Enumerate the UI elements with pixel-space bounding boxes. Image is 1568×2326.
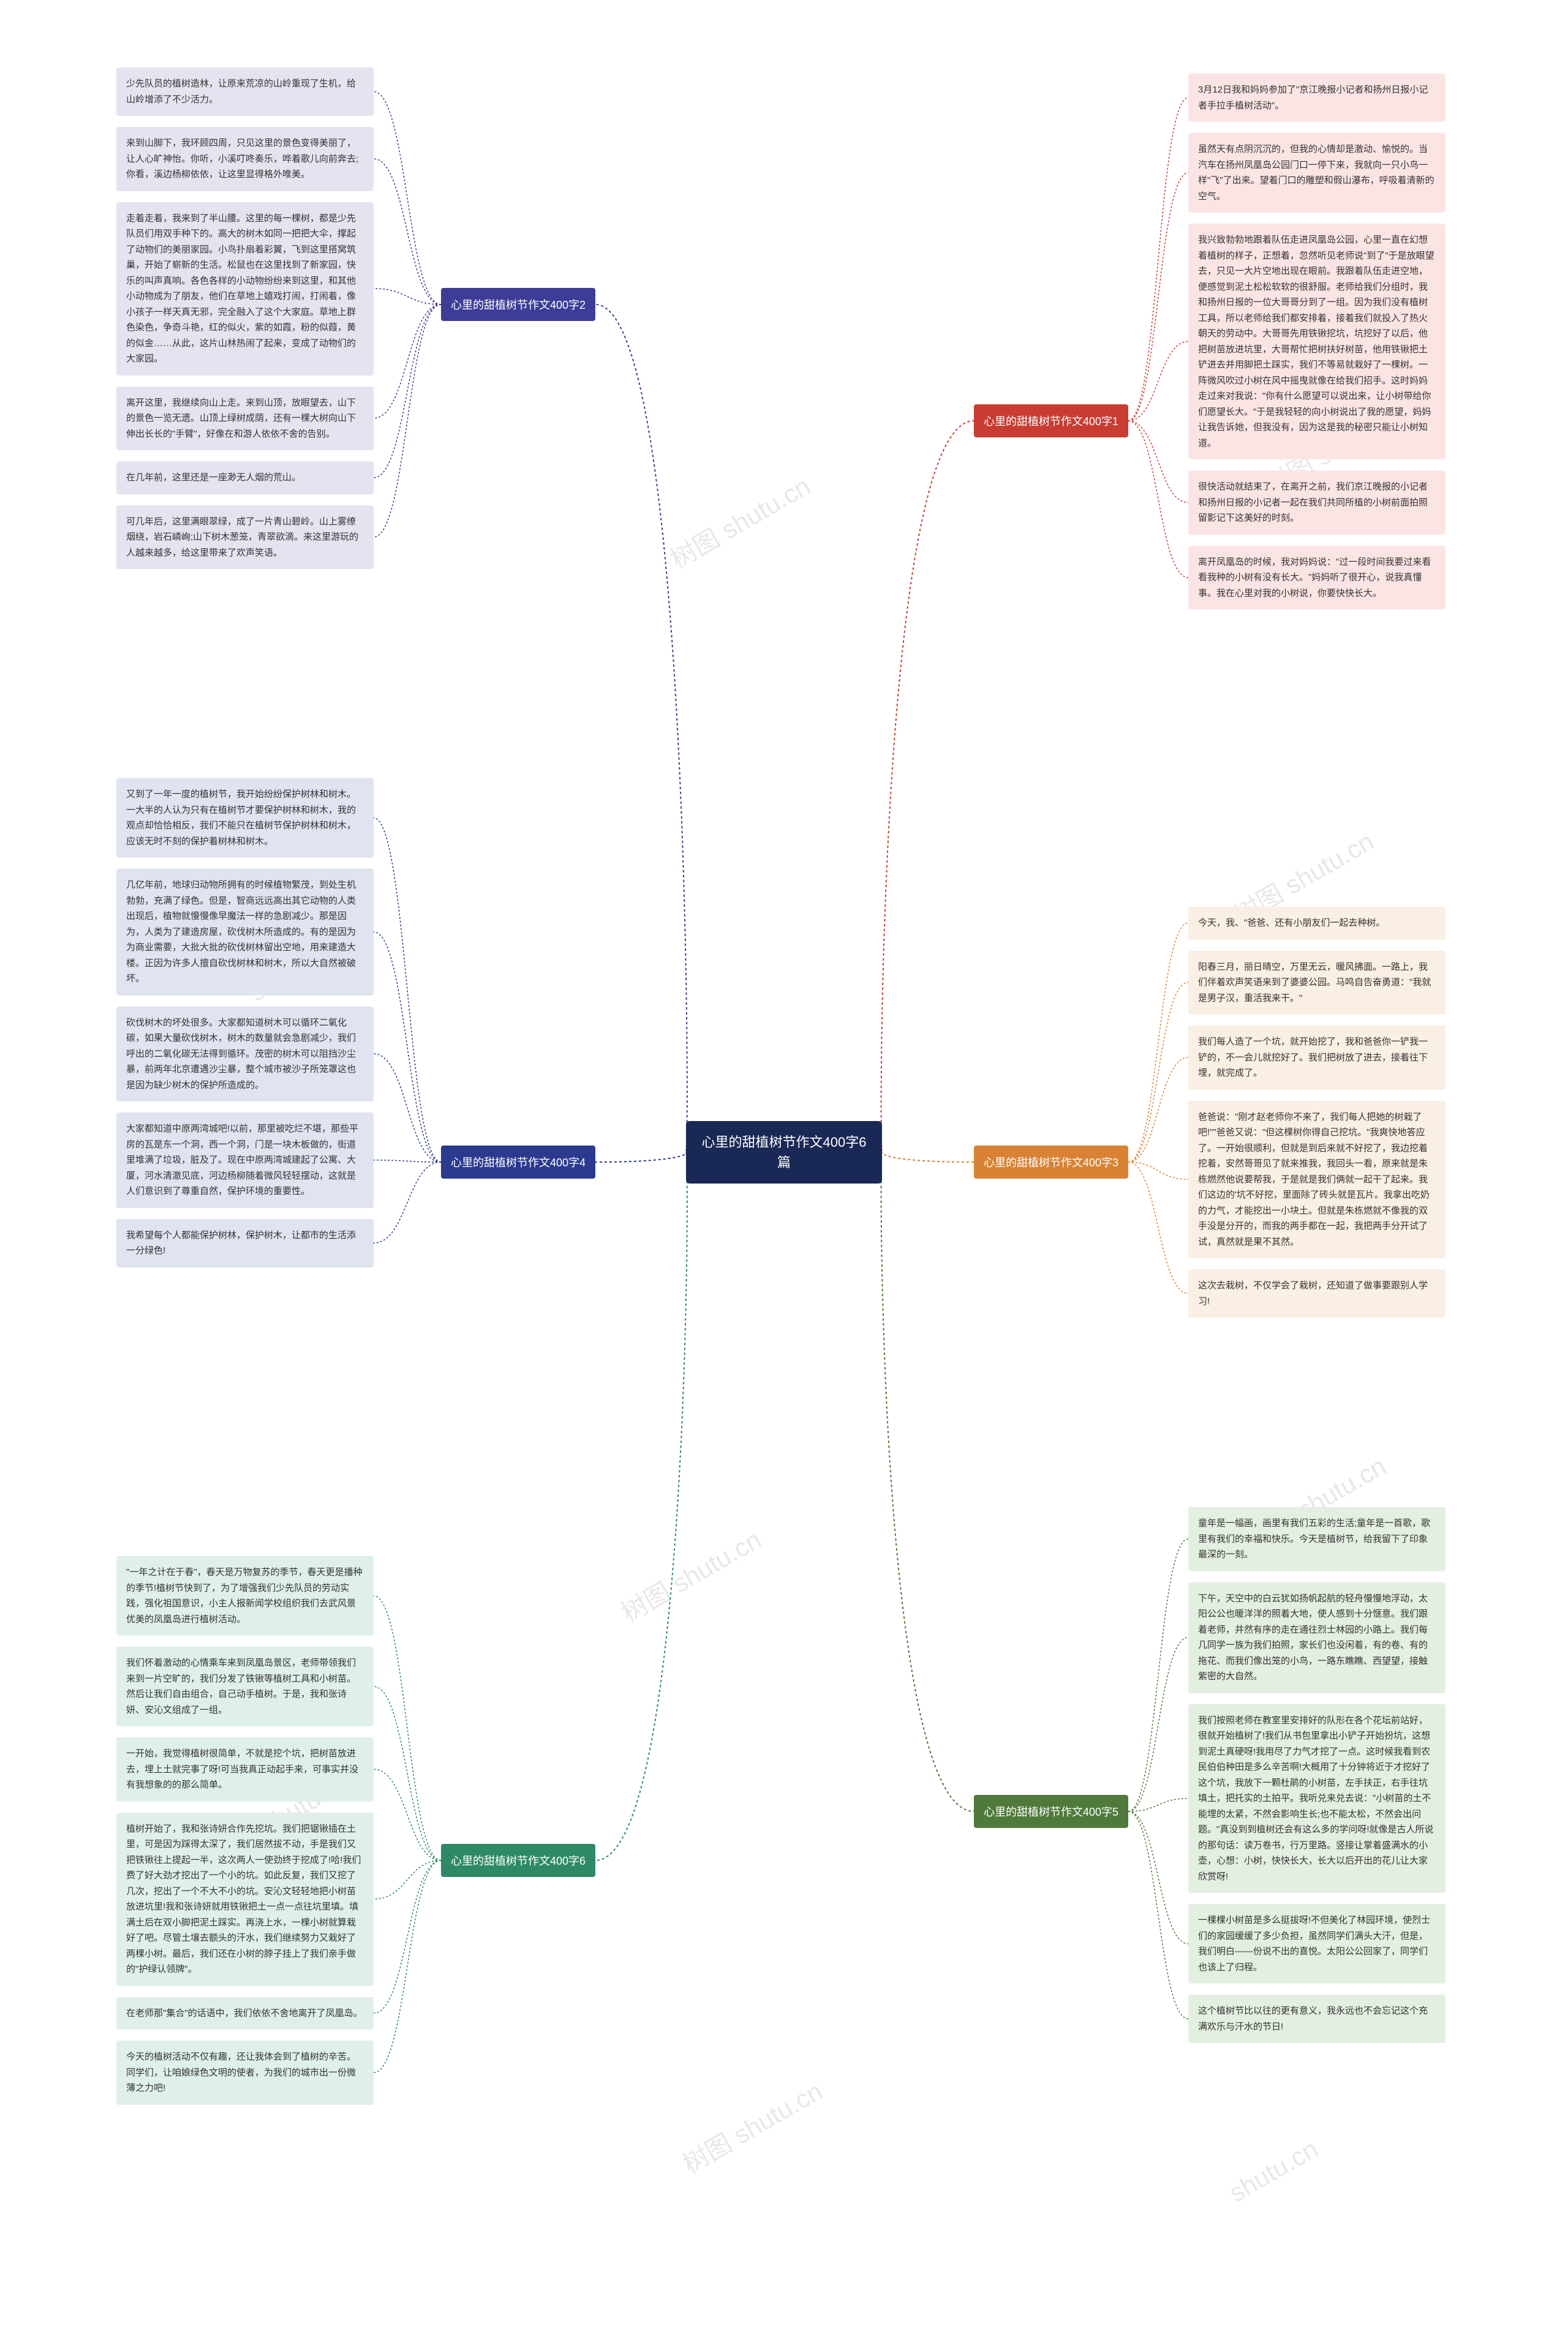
leaf-node: 童年是一幅画，画里有我们五彩的生活;童年是一首歌，歌里有我们的幸福和快乐。今天是…	[1188, 1507, 1446, 1571]
branch-label-b5: 心里的甜植树节作文400字5	[974, 1795, 1128, 1828]
leaf-node: 在几年前，这里还是一座渺无人烟的荒山。	[116, 461, 374, 494]
leaf-node: 我兴致勃勃地跟着队伍走进凤凰岛公园，心里一直在幻想着植树的样子，正想着，忽然听见…	[1188, 224, 1446, 459]
leaf-node: 这次去栽树，不仅学会了栽树，还知道了做事要跟别人学习!	[1188, 1269, 1446, 1318]
leaf-node: 离开凤凰岛的时候，我对妈妈说："过一段时间我要过来看看我种的小树有没有长大。"妈…	[1188, 546, 1446, 610]
leaf-node: 我希望每个人都能保护树林，保护树木，让都市的生活添一分绿色!	[116, 1219, 374, 1267]
leaf-node: 少先队员的植树造林，让原来荒凉的山岭重现了生机，给山岭增添了不少活力。	[116, 67, 374, 116]
leaf-column-b5: 童年是一幅画，画里有我们五彩的生活;童年是一首歌，歌里有我们的幸福和快乐。今天是…	[1188, 1507, 1446, 2043]
leaf-node: 我们每人造了一个坑，就开始挖了，我和爸爸你一铲我一铲的，不一会儿就挖好了。我们把…	[1188, 1025, 1446, 1090]
leaf-node: 我们按照老师在教室里安排好的队形在各个花坛前站好，很就开始植树了!我们从书包里拿…	[1188, 1704, 1446, 1894]
leaf-node: 大家都知道中原两湾城吧!以前，那里被吃烂不堪，那些平房的瓦是东一个洞，西一个洞，…	[116, 1112, 374, 1208]
leaf-node: 砍伐树木的坏处很多。大家都知道树木可以循环二氧化碳，如果大量砍伐树木，树木的数量…	[116, 1006, 374, 1102]
leaf-node: 走着走着，我来到了半山腰。这里的每一棵树，都是少先队员们用双手种下的。高大的树木…	[116, 202, 374, 376]
center-title: 心里的甜植树节作文400字6篇	[702, 1135, 867, 1170]
leaf-column-b2: 少先队员的植树造林，让原来荒凉的山岭重现了生机，给山岭增添了不少活力。来到山脚下…	[116, 67, 374, 569]
leaf-node: 很快活动就结束了，在离开之前，我们京江晚报的小记者和扬州日报的小记者一起在我们共…	[1188, 470, 1446, 535]
leaf-node: 又到了一年一度的植树节，我开始纷纷保护树林和树木。一大半的人认为只有在植树节才要…	[116, 778, 374, 858]
leaf-node: 爸爸说："刚才赵老师你不来了，我们每人把她的树栽了吧!""爸爸又说："但这棵树你…	[1188, 1101, 1446, 1259]
branch-label-b4: 心里的甜植树节作文400字4	[441, 1146, 595, 1179]
leaf-node: 今天，我、"爸爸、还有小朋友们一起去种树。	[1188, 907, 1446, 940]
leaf-node: 离开这里，我继续向山上走。来到山顶，放眼望去，山下的景色一览无遗。山顶上绿树成荫…	[116, 387, 374, 451]
leaf-node: 下午，天空中的白云犹如扬帆起航的轻舟慢慢地浮动，太阳公公也暖洋洋的照着大地，使人…	[1188, 1582, 1446, 1693]
leaf-node: 几亿年前，地球归动物所拥有的时候植物繁茂，到处生机勃勃，充满了绿色。但是，智商远…	[116, 869, 374, 995]
leaf-node: 在老师那"集合"的话语中，我们依依不舍地离开了凤凰岛。	[116, 1997, 374, 2030]
branch-label-b1: 心里的甜植树节作文400字1	[974, 404, 1128, 437]
watermark: 树图 shutu.cn	[675, 2071, 829, 2181]
leaf-node: 来到山脚下，我环顾四周，只见这里的景色变得美丽了，让人心旷神怡。你听，小溪叮咚奏…	[116, 127, 374, 191]
leaf-node: "一年之计在于春"，春天是万物复苏的季节，春天更是播种的季节!植树节快到了，为了…	[116, 1556, 374, 1636]
leaf-column-b4: 又到了一年一度的植树节，我开始纷纷保护树林和树木。一大半的人认为只有在植树节才要…	[116, 778, 374, 1267]
leaf-node: 阳春三月，丽日晴空，万里无云，暖风拂面。一路上，我们伴着欢声笑语来到了婆婆公园。…	[1188, 951, 1446, 1015]
watermark: 树图 shutu.cn	[663, 466, 816, 576]
branch-label-b3: 心里的甜植树节作文400字3	[974, 1146, 1128, 1179]
leaf-node: 今天的植树活动不仅有趣，还让我体会到了植树的辛苦。同学们，让咱娘绿色文明的使者，…	[116, 2041, 374, 2105]
leaf-node: 一开始，我觉得植树很简单，不就是挖个坑，把树苗放进去，埋上土就完事了呀!可当我真…	[116, 1737, 374, 1802]
leaf-node: 虽然天有点阴沉沉的，但我的心情却是激动、愉悦的。当汽车在扬州凤凰岛公园门口一停下…	[1188, 133, 1446, 213]
watermark: shutu.cn	[1224, 2134, 1324, 2208]
leaf-column-b1: 3月12日我和妈妈参加了"京江晚报小记者和扬州日报小记者手拉手植树活动"。虽然天…	[1188, 74, 1446, 610]
watermark: 树图 shutu.cn	[614, 1519, 767, 1629]
leaf-node: 这个植树节比以往的更有意义，我永远也不会忘记这个充满欢乐与汗水的节日!	[1188, 1995, 1446, 2043]
center-node: 心里的甜植树节作文400字6篇	[686, 1121, 882, 1184]
leaf-node: 我们怀着激动的心情乘车来到凤凰岛景区，老师带领我们来到一片空旷的，我们分发了铁锹…	[116, 1647, 374, 1726]
leaf-node: 一棵棵小树苗是多么挺拔呀!不但美化了林园环境，使烈士们的家园缓缓了多少负担，虽然…	[1188, 1904, 1446, 1984]
leaf-column-b6: "一年之计在于春"，春天是万物复苏的季节，春天更是播种的季节!植树节快到了，为了…	[116, 1556, 374, 2105]
leaf-node: 植树开始了，我和张诗妍合作先挖坑。我们把锯锹插在土里，可是因为踩得太深了，我们居…	[116, 1813, 374, 1986]
leaf-column-b3: 今天，我、"爸爸、还有小朋友们一起去种树。阳春三月，丽日晴空，万里无云，暖风拂面…	[1188, 907, 1446, 1318]
leaf-node: 可几年后，这里满眼翠绿，成了一片青山碧岭。山上雾缭烟绕，岩石嶙峋;山下树木葱笼，…	[116, 505, 374, 570]
leaf-node: 3月12日我和妈妈参加了"京江晚报小记者和扬州日报小记者手拉手植树活动"。	[1188, 74, 1446, 122]
branch-label-b6: 心里的甜植树节作文400字6	[441, 1844, 595, 1877]
branch-label-b2: 心里的甜植树节作文400字2	[441, 288, 595, 321]
